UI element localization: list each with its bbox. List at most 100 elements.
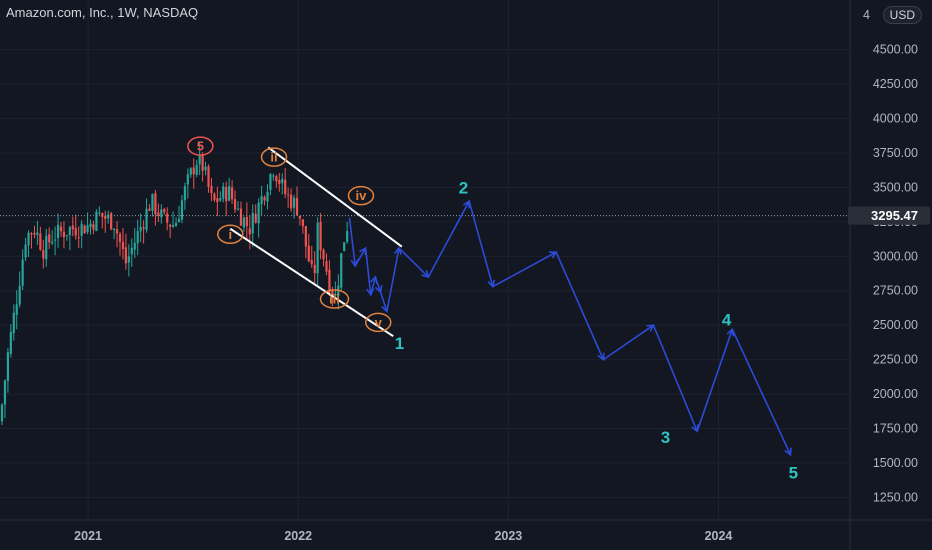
projection-arrowhead	[393, 246, 402, 255]
candle-body	[186, 174, 189, 185]
candle-body	[316, 223, 319, 274]
candle-body	[183, 186, 186, 201]
candle-body	[251, 212, 254, 234]
candle-body	[160, 209, 163, 218]
price-axis-tick: 2250.00	[873, 353, 918, 367]
wave-label: i	[228, 227, 232, 242]
candle-body	[325, 261, 328, 272]
candle-body	[180, 200, 184, 220]
candle-body	[157, 212, 160, 217]
candle-body	[313, 264, 316, 274]
candle-body	[254, 213, 257, 223]
last-price-label-bg	[848, 206, 930, 225]
wave-label-circle	[187, 136, 214, 156]
price-axis-tick: 1500.00	[873, 456, 918, 470]
price-axis-tick: 4000.00	[873, 112, 918, 126]
candle-body	[201, 154, 204, 171]
candle-body	[242, 217, 245, 228]
candle-body	[275, 176, 278, 182]
candle-body	[104, 215, 107, 219]
candle-body	[33, 232, 36, 235]
candle-body	[71, 225, 74, 230]
projection-arrowhead	[726, 327, 735, 337]
candle-body	[77, 237, 80, 239]
candle-body	[18, 285, 21, 305]
wave-label: iv	[356, 188, 368, 203]
candle-body	[219, 198, 222, 201]
candle-body	[95, 211, 98, 232]
candle-body	[154, 193, 157, 215]
projection-arrowhead	[487, 279, 496, 289]
candle-body	[322, 249, 325, 260]
candle-body	[92, 224, 95, 230]
candle-body	[139, 226, 142, 232]
candle-body	[263, 197, 266, 201]
projection-arrowhead	[374, 285, 383, 294]
candle-body	[142, 227, 145, 229]
candle-body	[257, 202, 260, 224]
projection-arrowhead	[597, 352, 605, 362]
candle-body	[110, 213, 113, 230]
candle-body	[0, 404, 4, 422]
candle-body	[307, 245, 310, 262]
candle-body	[121, 241, 125, 250]
chart-title: Amazon.com, Inc., 1W, NASDAQ	[6, 5, 199, 20]
wave-label-circle	[260, 147, 288, 167]
candle-body	[245, 216, 248, 227]
candle-body	[172, 224, 175, 227]
candle-body	[166, 213, 169, 223]
candle-body	[6, 352, 9, 381]
price-axis-tick: 1250.00	[873, 490, 918, 504]
candle-body	[74, 228, 77, 236]
candle-body	[148, 208, 151, 211]
candle-body	[130, 248, 133, 255]
candle-body	[290, 194, 293, 209]
candle-body	[42, 250, 45, 259]
candle-body	[278, 180, 281, 184]
candle-body	[213, 193, 216, 200]
wave-label-circle	[347, 185, 375, 206]
candle-body	[107, 214, 110, 219]
candle-body	[301, 219, 304, 227]
currency-button[interactable]: USD	[882, 6, 922, 24]
candle-body	[113, 228, 116, 231]
candle-body	[174, 223, 178, 227]
wave-label: 3	[661, 428, 670, 447]
price-axis-tick: 3500.00	[873, 180, 918, 194]
wave-label: ii	[270, 150, 277, 165]
candle-body	[236, 208, 240, 210]
candle-body	[292, 197, 296, 208]
time-axis-tick: 2022	[284, 529, 312, 543]
candle-body	[27, 232, 30, 246]
candle-body	[127, 256, 130, 263]
price-axis-tick: 2500.00	[873, 318, 918, 332]
candle-body	[222, 186, 225, 199]
time-axis-tick: 2023	[494, 529, 522, 543]
candle-body	[51, 241, 54, 244]
projection-arrowhead	[350, 259, 359, 268]
candle-body	[310, 259, 313, 265]
candle-body	[59, 226, 63, 232]
candle-body	[284, 179, 287, 195]
trend-channel-line	[267, 146, 403, 248]
wave-label: 5	[789, 464, 798, 483]
wave-label-circle	[217, 224, 244, 245]
candle-body	[3, 380, 7, 405]
projection-arrowhead	[359, 246, 367, 256]
trend-channel-line	[229, 227, 394, 338]
projection-arrowhead	[462, 199, 471, 209]
wave-label: 2	[459, 178, 468, 197]
candle-body	[54, 239, 57, 241]
candle-body	[151, 194, 154, 211]
price-axis-tick: 4	[863, 8, 870, 22]
candle-body	[45, 235, 48, 260]
time-axis-tick: 2021	[74, 529, 102, 543]
candle-body	[39, 233, 42, 250]
candle-body	[136, 231, 139, 244]
candle-body	[281, 178, 284, 184]
candle-body	[340, 253, 343, 288]
candle-body	[98, 212, 101, 214]
candle-body	[328, 269, 331, 293]
wave-label-circle	[319, 289, 350, 309]
